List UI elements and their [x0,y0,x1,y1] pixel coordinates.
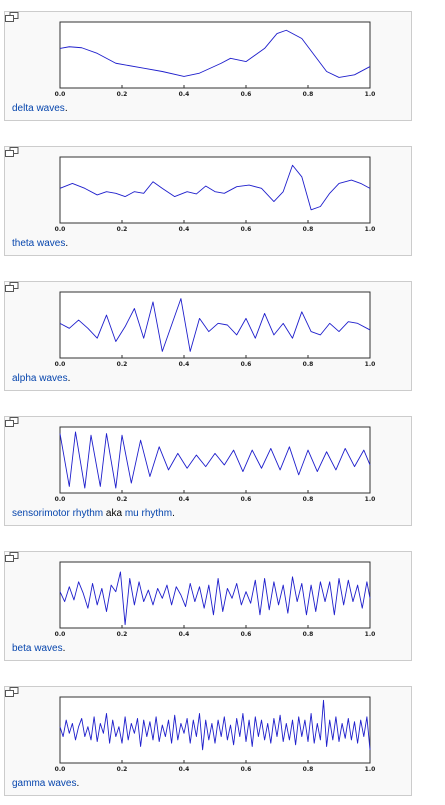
series-line [59,571,371,626]
thumbnail-delta: 0.0 0.2 0.4 0.6 0.8 1.0 delta waves. [4,11,412,121]
plot-frame [59,21,371,89]
x-tick-label: 0.4 [179,766,190,773]
x-tick-label: 0.8 [303,91,314,98]
x-tick-label: 0.4 [179,91,190,98]
caption: theta waves. [12,238,68,249]
caption-suffix: . [64,103,68,114]
x-tick-label: 0.6 [241,631,252,638]
x-tick-label: 0.2 [117,226,128,233]
caption-suffix: . [62,643,66,654]
thumbnail-gamma: 0.0 0.2 0.4 0.6 0.8 1.0 gamma waves. [4,686,412,796]
caption-link-mu-rhythm[interactable]: mu rhythm [124,508,173,519]
x-tick-label: 1.0 [365,91,376,98]
chart-alpha: 0.0 0.2 0.4 0.6 0.8 1.0 [55,291,376,368]
x-tick-label: 1.0 [365,766,376,773]
magnify-clip-icon[interactable] [5,147,19,157]
series-line [59,699,371,751]
x-tick-label: 0.0 [55,226,66,233]
series-line [59,164,371,211]
chart-delta: 0.0 0.2 0.4 0.6 0.8 1.0 [55,21,376,98]
caption: delta waves. [12,103,68,114]
caption: beta waves. [12,643,65,654]
x-tick-label: 0.6 [241,496,252,503]
x-tick-label: 0.0 [55,631,66,638]
caption-suffix: . [76,778,80,789]
x-tick-label: 1.0 [365,496,376,503]
thumbnail-beta: 0.0 0.2 0.4 0.6 0.8 1.0 beta waves. [4,551,412,661]
x-tick-label: 0.4 [179,496,190,503]
caption-link-delta-waves[interactable]: delta waves [12,103,65,114]
x-tick-label: 0.2 [117,496,128,503]
x-tick-label: 0.6 [241,91,252,98]
x-tick-label: 0.8 [303,631,314,638]
chart-mu: 0.0 0.2 0.4 0.6 0.8 1.0 [55,426,376,503]
magnify-clip-icon[interactable] [5,417,19,427]
x-tick-label: 0.0 [55,361,66,368]
chart-theta: 0.0 0.2 0.4 0.6 0.8 1.0 [55,156,376,233]
x-tick-label: 0.0 [55,766,66,773]
x-tick-label: 0.2 [117,766,128,773]
chart-beta: 0.0 0.2 0.4 0.6 0.8 1.0 [55,561,376,638]
x-tick-label: 0.8 [303,496,314,503]
plot-frame [59,426,371,494]
x-tick-label: 0.6 [241,766,252,773]
caption-suffix: . [172,508,175,519]
thumbnail-alpha: 0.0 0.2 0.4 0.6 0.8 1.0 alpha waves. [4,281,412,391]
x-tick-label: 1.0 [365,226,376,233]
chart-gamma: 0.0 0.2 0.4 0.6 0.8 1.0 [55,696,376,773]
plot-frame [59,291,371,359]
x-tick-label: 0.2 [117,361,128,368]
x-tick-label: 0.2 [117,631,128,638]
caption: alpha waves. [12,373,70,384]
magnify-clip-icon[interactable] [5,12,19,22]
plot-frame [59,156,371,224]
x-tick-label: 0.4 [179,361,190,368]
x-tick-label: 0.8 [303,766,314,773]
caption-suffix: . [67,373,71,384]
x-tick-label: 0.2 [117,91,128,98]
series-line [59,298,371,352]
thumbnail-mu: 0.0 0.2 0.4 0.6 0.8 1.0 sensorimotor rhythm a… [4,416,412,526]
caption-link-gamma-waves[interactable]: gamma waves [12,778,77,789]
caption: gamma waves. [12,778,79,789]
caption-text-aka: aka [103,508,125,519]
magnify-clip-icon[interactable] [5,552,19,562]
caption-link-theta-waves[interactable]: theta waves [12,238,66,249]
caption: sensorimotor rhythm aka mu rhythm. [12,508,175,519]
caption-link-sensorimotor-rhythm[interactable]: sensorimotor rhythm [12,508,104,519]
x-tick-label: 0.6 [241,361,252,368]
x-tick-label: 0.8 [303,361,314,368]
caption-link-beta-waves[interactable]: beta waves [12,643,63,654]
caption-link-alpha-waves[interactable]: alpha waves [12,373,68,384]
x-tick-label: 0.0 [55,496,66,503]
x-tick-label: 0.0 [55,91,66,98]
series-line [59,29,371,78]
magnify-clip-icon[interactable] [5,282,19,292]
x-tick-label: 1.0 [365,631,376,638]
series-line [59,431,371,489]
x-tick-label: 1.0 [365,361,376,368]
caption-suffix: . [65,238,69,249]
x-tick-label: 0.4 [179,631,190,638]
thumbnail-theta: 0.0 0.2 0.4 0.6 0.8 1.0 theta waves. [4,146,412,256]
x-tick-label: 0.4 [179,226,190,233]
magnify-clip-icon[interactable] [5,687,19,697]
x-tick-label: 0.8 [303,226,314,233]
x-tick-label: 0.6 [241,226,252,233]
